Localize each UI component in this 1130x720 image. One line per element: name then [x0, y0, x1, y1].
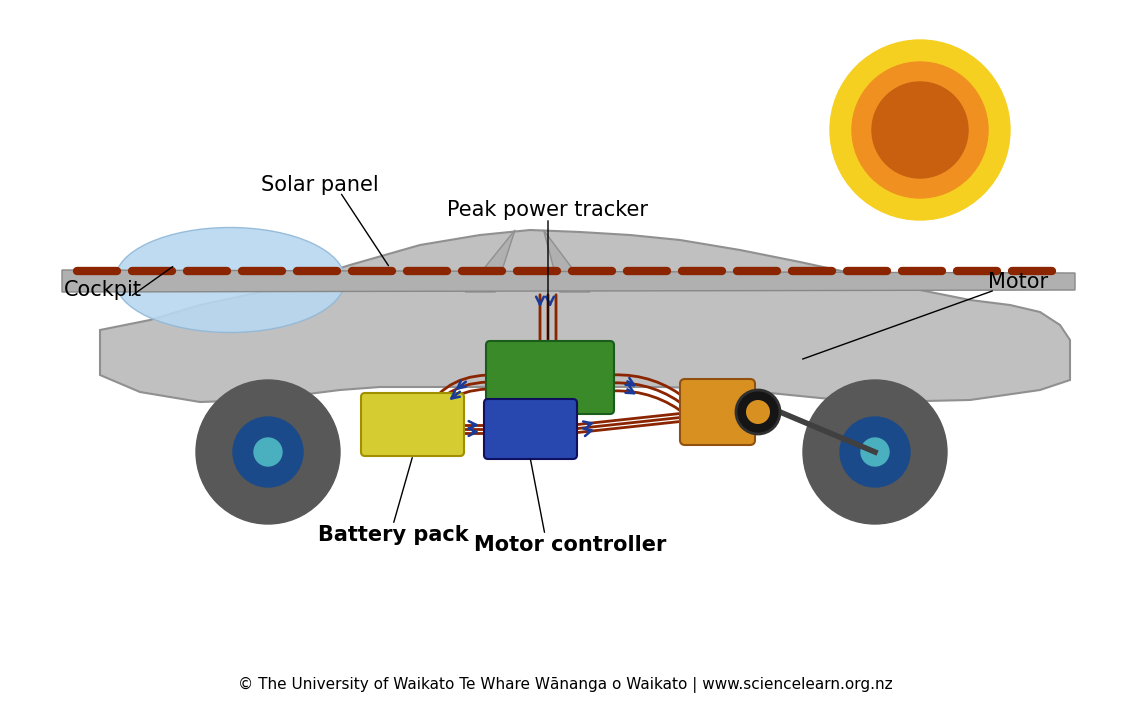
Circle shape — [872, 82, 968, 178]
FancyBboxPatch shape — [486, 341, 614, 414]
Circle shape — [852, 62, 988, 198]
Circle shape — [840, 417, 910, 487]
FancyArrowPatch shape — [612, 391, 688, 416]
Polygon shape — [99, 230, 1070, 402]
Ellipse shape — [115, 228, 345, 333]
Circle shape — [831, 40, 1010, 220]
FancyArrowPatch shape — [421, 375, 487, 423]
Text: Peak power tracker: Peak power tracker — [447, 200, 649, 220]
FancyArrowPatch shape — [421, 382, 487, 429]
Polygon shape — [62, 270, 1075, 292]
Text: Motor: Motor — [988, 272, 1048, 292]
Polygon shape — [466, 230, 515, 292]
FancyArrowPatch shape — [421, 389, 487, 436]
FancyBboxPatch shape — [360, 393, 464, 456]
FancyBboxPatch shape — [680, 379, 755, 445]
Circle shape — [254, 438, 282, 466]
Circle shape — [195, 380, 340, 524]
Circle shape — [746, 400, 770, 424]
Text: Solar panel: Solar panel — [261, 175, 379, 195]
Circle shape — [736, 390, 780, 434]
Circle shape — [233, 417, 303, 487]
Circle shape — [861, 438, 889, 466]
Text: Cockpit: Cockpit — [64, 280, 142, 300]
Circle shape — [803, 380, 947, 524]
Text: © The University of Waikato Te Whare Wānanga o Waikato | www.sciencelearn.org.nz: © The University of Waikato Te Whare Wān… — [237, 677, 893, 693]
Text: Motor controller: Motor controller — [473, 535, 667, 555]
Text: Battery pack: Battery pack — [318, 525, 468, 545]
FancyBboxPatch shape — [484, 399, 577, 459]
FancyArrowPatch shape — [612, 383, 688, 408]
Polygon shape — [544, 230, 590, 292]
FancyArrowPatch shape — [612, 375, 688, 400]
